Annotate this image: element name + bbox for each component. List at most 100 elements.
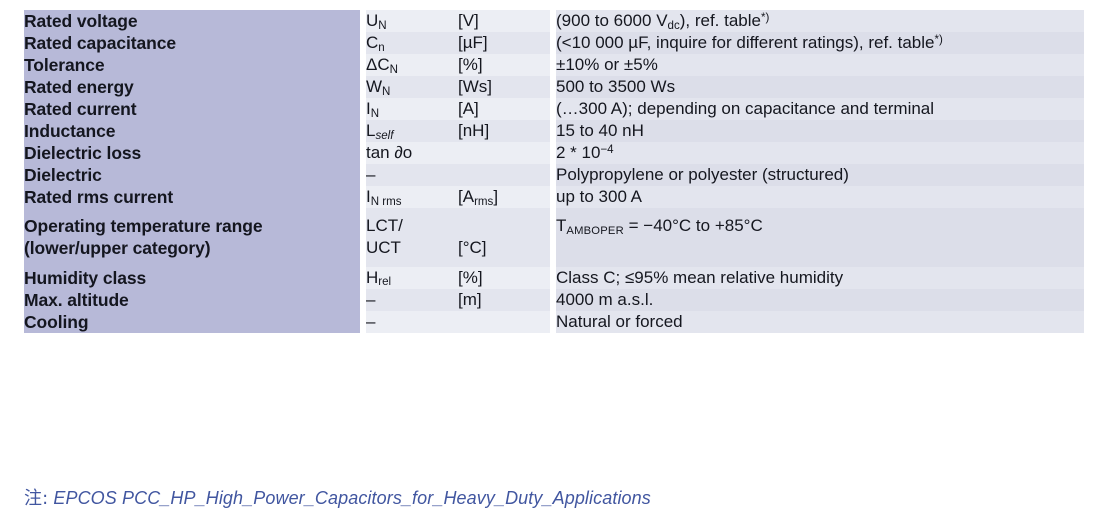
column-gutter [360,120,366,143]
parameter-name-cell: Cooling [24,310,360,333]
parameter-name-cell: Rated voltage [24,10,360,33]
value-cell: (<10 000 µF, inquire for different ratin… [556,32,1084,55]
value-cell: Natural or forced [556,310,1084,333]
parameter-name-cell: Max. altitude [24,288,360,311]
symbol-unit-cell: ΔCN [%] [366,54,550,77]
symbol-unit-cell: – [366,310,550,333]
column-gutter [360,54,366,77]
symbol-unit-cell: – [366,164,550,187]
column-gutter [550,288,556,311]
column-gutter [360,32,366,55]
symbol: – [366,165,376,185]
column-gutter [360,310,366,333]
symbol-unit-cell: IN rms [Arms] [366,186,550,209]
column-gutter [550,266,556,289]
caption-text: EPCOS PCC_HP_High_Power_Capacitors_for_H… [53,488,651,508]
symbol-unit-cell: Cn [µF] [366,32,550,55]
unit: [V] [458,11,479,30]
table-row: Dielectric loss tan ∂o 2 * 10−4 [24,142,1084,165]
symbol-unit-cell: tan ∂o [366,142,550,165]
column-gutter [360,98,366,121]
column-gutter [360,164,366,187]
parameter-name-line: Operating temperature range [24,216,263,237]
column-gutter [360,76,366,99]
value-cell: 4000 m a.s.l. [556,288,1084,311]
column-gutter [360,208,366,267]
value-cell: up to 300 A [556,186,1084,209]
symbol: Cn [366,33,385,54]
column-gutter [550,98,556,121]
column-gutter [360,266,366,289]
column-gutter [550,76,556,99]
column-gutter [550,164,556,187]
value-cell: TAMBOPER = −40°C to +85°C [556,208,1084,267]
table-row: Cooling – Natural or forced [24,310,1084,333]
parameter-name-cell: Rated current [24,98,360,121]
symbol: Lself [366,121,394,142]
parameter-name-cell: Inductance [24,120,360,143]
symbol-unit-cell: IN [A] [366,98,550,121]
parameter-name-cell: Rated rms current [24,186,360,209]
table-row: Rated rms current IN rms [Arms] up to 300 A [24,186,1084,209]
parameter-name-cell: Rated energy [24,76,360,99]
parameter-name-cell: Operating temperature range (lower/upper … [24,208,360,267]
unit: [nH] [458,121,490,141]
parameter-name-cell: Dielectric [24,164,360,187]
value-cell: (…300 A); depending on capacitance and t… [556,98,1084,121]
column-gutter [550,310,556,333]
unit: [µF] [458,33,488,53]
symbol: – [366,311,376,331]
column-gutter [550,54,556,77]
value-cell: ±10% or ±5% [556,54,1084,77]
symbol: IN rms [366,187,402,209]
table-row: Rated energy WN [Ws] 500 to 3500 Ws [24,76,1084,99]
parameter-name-cell: Rated capacitance [24,32,360,55]
column-gutter [360,186,366,209]
table-body: Rated voltage UN [V] (900 to 6000 Vdc), ref… [24,10,1084,333]
table-row: Dielectric – Polypropylene or polyester (s… [24,164,1084,187]
value-cell: 2 * 10−4 [556,142,1084,165]
column-gutter [550,120,556,143]
table-row: Operating temperature range (lower/upper … [24,208,1084,267]
symbol-unit-cell: – [m] [366,288,550,311]
value-cell: 500 to 3500 Ws [556,76,1084,99]
table-row: Humidity class Hrel [%] Class C; ≤95% mean … [24,266,1084,289]
table-row: Rated voltage UN [V] (900 to 6000 Vdc), ref… [24,10,1084,33]
table-row: Inductance Lself [nH] 15 to 40 nH [24,120,1084,143]
unit: [Arms] [458,187,499,209]
unit: [A] [458,99,479,119]
capacitor-specification-table: Rated voltage UN [V] (900 to 6000 Vdc), ref… [24,10,1084,333]
value-cell: (900 to 6000 Vdc), ref. table*) [556,10,1084,33]
column-gutter [550,10,556,33]
column-gutter [550,142,556,165]
unit: [°C] [458,237,487,257]
caption-prefix: 注: [24,488,49,509]
symbol: Hrel [366,267,392,289]
parameter-name-cell: Dielectric loss [24,142,360,165]
symbol: WN [366,77,391,98]
column-gutter [360,288,366,311]
unit: [%] [458,55,483,75]
symbol-unit-cell: LCT/UCT [°C] [366,208,550,267]
parameter-name-cell: Humidity class [24,266,360,289]
table-row: Rated current IN [A] (…300 A); depending on… [24,98,1084,121]
column-gutter [550,186,556,209]
symbol-unit-cell: Hrel [%] [366,266,550,289]
parameter-name-cell: Tolerance [24,54,360,77]
symbol-unit-cell: WN [Ws] [366,76,550,99]
column-gutter [550,208,556,267]
column-gutter [360,142,366,165]
value-cell: Class C; ≤95% mean relative humidity [556,266,1084,289]
unit: [Ws] [458,77,492,97]
symbol: – [366,289,376,309]
symbol: tan ∂o [366,143,413,163]
table-row: Max. altitude – [m] 4000 m a.s.l. [24,288,1084,311]
table-row: Tolerance ΔCN [%] ±10% or ±5% [24,54,1084,77]
column-gutter [360,10,366,33]
figure-caption: 注: EPCOS PCC_HP_High_Power_Capacitors_fo… [24,484,651,510]
value-cell: 15 to 40 nH [556,120,1084,143]
symbol-unit-cell: Lself [nH] [366,120,550,143]
value-cell: Polypropylene or polyester (structured) [556,164,1084,187]
symbol: UN [366,11,387,32]
